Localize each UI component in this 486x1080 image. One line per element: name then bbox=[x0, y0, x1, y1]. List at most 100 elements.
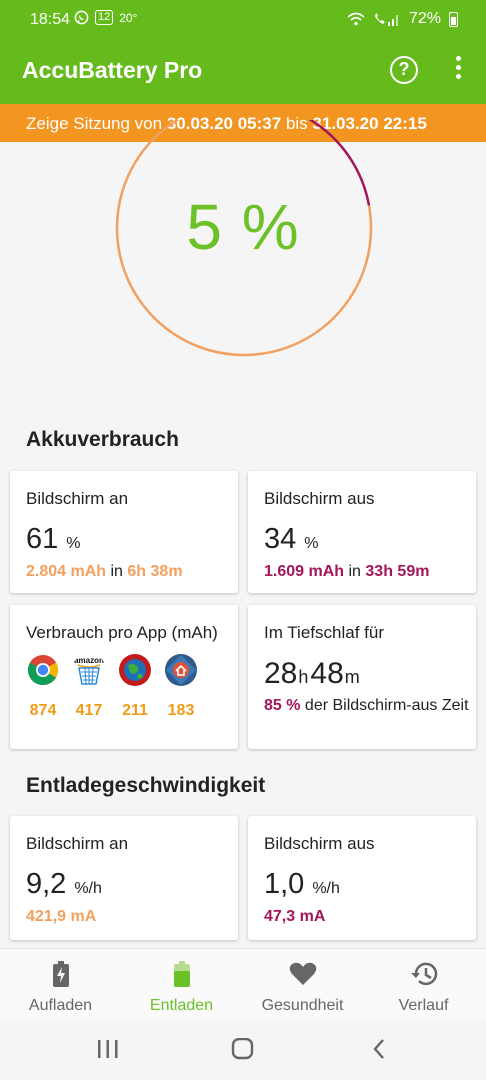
app-item[interactable]: 183 bbox=[162, 653, 200, 720]
heart-icon bbox=[289, 962, 316, 985]
app-value: 211 bbox=[122, 702, 148, 719]
temperature-text: 20° bbox=[119, 10, 138, 25]
discharge-detail: 421,9 mA bbox=[26, 908, 96, 926]
card-screen-off-discharge[interactable]: Bildschirm aus 1,0 %/h 47,3 mA bbox=[248, 816, 476, 940]
amazon-icon: amazon bbox=[74, 656, 104, 685]
battery-percent: 72% bbox=[408, 10, 441, 27]
discharge-unit: %/h bbox=[312, 880, 340, 897]
calendar-badge: 12 bbox=[95, 10, 114, 25]
battery-icon bbox=[173, 961, 190, 987]
status-notifications: 12 20° bbox=[74, 10, 137, 25]
svg-text:amazon: amazon bbox=[74, 656, 104, 665]
card-screen-on-usage[interactable]: Bildschirm an 61% 2.804 mAh in 6h 38m bbox=[10, 471, 238, 593]
gauge-arc-screen-off bbox=[308, 120, 371, 206]
deep-sleep-minutes: 48 bbox=[310, 657, 344, 690]
discharge-section-title: Entladegeschwindigkeit bbox=[26, 774, 266, 797]
app-value: 417 bbox=[75, 702, 103, 719]
earth-icon bbox=[119, 654, 151, 686]
discharge-number: 9,2 bbox=[26, 868, 67, 900]
card-label: Verbrauch pro App (mAh) bbox=[26, 623, 218, 642]
app-title: AccuBattery Pro bbox=[22, 57, 203, 83]
usage-value: 61% bbox=[26, 523, 81, 556]
usage-mah: 1.609 mAh bbox=[264, 563, 345, 580]
deep-sleep-duration: 28h48m bbox=[264, 657, 362, 691]
usage-unit: % bbox=[304, 535, 319, 552]
card-screen-off-usage[interactable]: Bildschirm aus 34% 1.609 mAh in 33h 59m bbox=[248, 471, 476, 593]
battery-gauge bbox=[115, 120, 373, 357]
tab-entladen[interactable]: Entladen bbox=[121, 949, 242, 1021]
usage-in: in bbox=[348, 563, 361, 580]
usage-time: 6h 38m bbox=[127, 563, 183, 580]
minutes-unit: m bbox=[344, 667, 360, 687]
deep-sleep-hours: 28 bbox=[264, 657, 298, 690]
gauge-arc-screen-on bbox=[115, 120, 373, 357]
usage-number: 61 bbox=[26, 523, 59, 555]
more-vert-icon[interactable] bbox=[448, 56, 468, 86]
whatsapp-icon bbox=[74, 10, 89, 25]
home-launcher-icon bbox=[165, 654, 197, 686]
usage-in: in bbox=[110, 563, 123, 580]
wifi-icon bbox=[347, 12, 365, 26]
app-value: 183 bbox=[167, 702, 195, 719]
battery-charging-icon bbox=[52, 961, 69, 987]
system-navigation-bar bbox=[0, 1020, 486, 1080]
status-time: 18:54 bbox=[30, 11, 71, 28]
app-item[interactable]: amazon 417 bbox=[70, 653, 108, 720]
usage-detail: 1.609 mAh in 33h 59m bbox=[264, 563, 429, 581]
tab-label: Verlauf bbox=[398, 997, 449, 1014]
discharge-value: 9,2 %/h bbox=[26, 868, 102, 901]
recents-icon[interactable] bbox=[96, 1038, 120, 1060]
session-middle: bis bbox=[285, 114, 308, 133]
signal-icon bbox=[374, 13, 398, 26]
back-icon[interactable] bbox=[368, 1038, 392, 1060]
usage-unit: % bbox=[66, 535, 81, 552]
hours-unit: h bbox=[298, 667, 309, 687]
usage-number: 34 bbox=[264, 523, 297, 555]
usage-time: 33h 59m bbox=[365, 563, 430, 580]
status-right: 72% bbox=[347, 10, 458, 28]
session-to: 31.03.20 22:15 bbox=[312, 114, 427, 133]
help-circle-icon[interactable]: ? bbox=[390, 56, 418, 84]
deep-sleep-detail: 85 % der Bildschirm-aus Zeit bbox=[264, 695, 474, 716]
card-deep-sleep[interactable]: Im Tiefschlaf für 28h48m 85 % der Bildsc… bbox=[248, 605, 476, 749]
deep-sleep-desc: der Bildschirm-aus Zeit bbox=[304, 697, 469, 714]
tab-gesundheit[interactable]: Gesundheit bbox=[242, 949, 363, 1021]
card-label: Bildschirm an bbox=[26, 489, 129, 508]
tab-label: Entladen bbox=[149, 997, 214, 1014]
usage-section-title: Akkuverbrauch bbox=[26, 428, 179, 451]
app-item[interactable]: 874 bbox=[24, 653, 62, 720]
bottom-navigation: Aufladen Entladen Gesundheit Verlauf bbox=[0, 948, 486, 1020]
discharge-value: 1,0 %/h bbox=[264, 868, 340, 901]
card-label: Bildschirm an bbox=[26, 834, 129, 853]
history-icon bbox=[410, 962, 437, 986]
session-banner[interactable]: Zeige Sitzung von 30.03.20 05:37 bis 31.… bbox=[0, 104, 486, 142]
discharge-number: 1,0 bbox=[264, 868, 305, 900]
discharge-ma: 47,3 mA bbox=[264, 908, 326, 925]
card-screen-on-discharge[interactable]: Bildschirm an 9,2 %/h 421,9 mA bbox=[10, 816, 238, 940]
gauge-percent: 5 % bbox=[186, 191, 300, 263]
home-icon[interactable] bbox=[231, 1038, 255, 1060]
app-value: 874 bbox=[29, 702, 57, 719]
deep-sleep-percent: 85 % bbox=[264, 697, 301, 714]
usage-value: 34% bbox=[264, 523, 319, 556]
app-item[interactable]: 211 bbox=[116, 653, 154, 720]
chrome-icon bbox=[27, 655, 59, 686]
app-list: 874 amazon 417 211 bbox=[24, 653, 200, 720]
card-label: Bildschirm aus bbox=[264, 489, 375, 508]
battery-status-icon bbox=[449, 11, 458, 27]
usage-detail: 2.804 mAh in 6h 38m bbox=[26, 563, 183, 581]
tab-label: Gesundheit bbox=[261, 997, 344, 1014]
tab-label: Aufladen bbox=[28, 997, 93, 1014]
status-bar: 18:54 12 20° 72% bbox=[0, 0, 486, 40]
discharge-ma: 421,9 mA bbox=[26, 908, 97, 925]
tab-aufladen[interactable]: Aufladen bbox=[0, 949, 121, 1021]
usage-mah: 2.804 mAh bbox=[26, 563, 107, 580]
card-per-app-usage[interactable]: Verbrauch pro App (mAh) 874 amazon 417 bbox=[10, 605, 238, 749]
app-bar: AccuBattery Pro ? bbox=[0, 40, 486, 104]
card-label: Bildschirm aus bbox=[264, 834, 375, 853]
tab-verlauf[interactable]: Verlauf bbox=[363, 949, 484, 1021]
card-label: Im Tiefschlaf für bbox=[264, 623, 384, 642]
session-from: 30.03.20 05:37 bbox=[166, 114, 282, 133]
discharge-detail: 47,3 mA bbox=[264, 908, 325, 926]
session-prefix: Zeige Sitzung von bbox=[26, 114, 163, 133]
